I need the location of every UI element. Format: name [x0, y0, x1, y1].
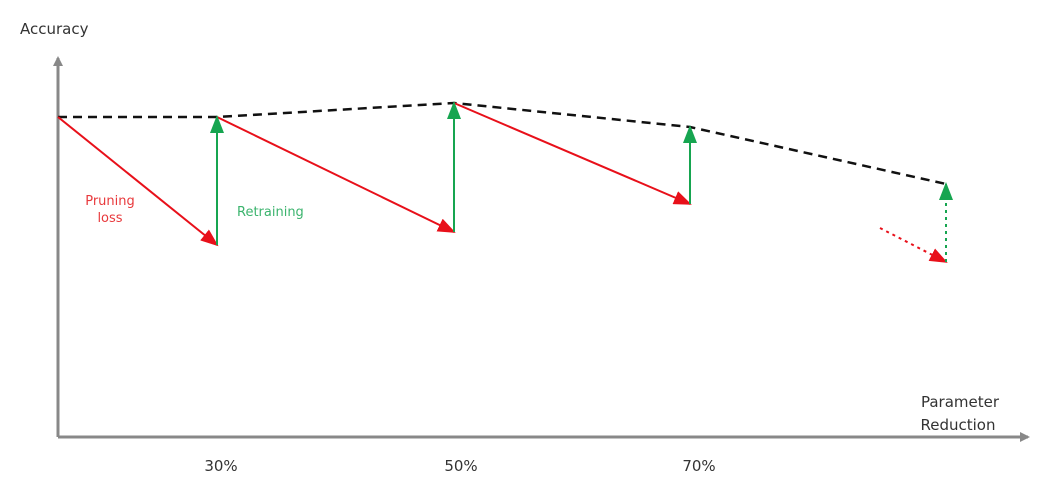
pruning-label: Pruning — [85, 194, 135, 209]
pruning-arrow — [57, 116, 219, 247]
x-axis-label: Reduction — [921, 416, 996, 434]
accuracy-envelope — [58, 101, 947, 186]
retraining-arrows — [210, 101, 953, 262]
x-tick-label: 50% — [444, 457, 477, 475]
pruning-arrows — [57, 102, 948, 263]
x-tick-label: 30% — [204, 457, 237, 475]
x-axis-label: Parameter — [921, 393, 1000, 411]
pruning-arrow — [453, 102, 692, 205]
y-axis-label: Accuracy — [20, 20, 89, 38]
retraining-label: Retraining — [237, 205, 304, 220]
pruning-arrow — [879, 227, 948, 263]
pruning-label: loss — [97, 211, 122, 226]
axes — [53, 56, 1030, 442]
pruning-arrow — [216, 116, 456, 233]
x-tick-label: 70% — [682, 457, 715, 475]
